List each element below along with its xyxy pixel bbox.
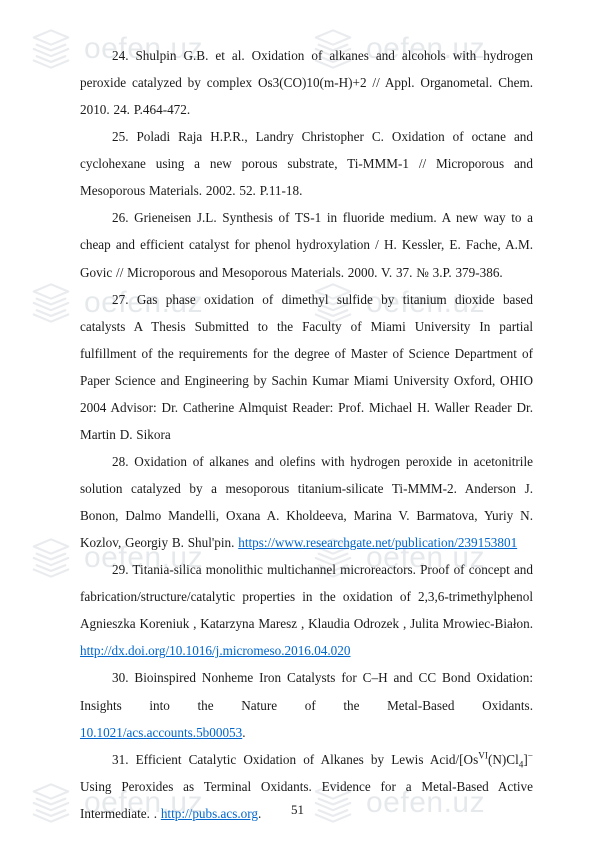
- ref-29-link[interactable]: http://dx.doi.org/10.1016/j.micromeso.20…: [80, 643, 350, 658]
- ref-31: 31. Efficient Catalytic Oxidation of Alk…: [80, 746, 533, 827]
- ref-30-link[interactable]: 10.1021/acs.accounts.5b00053: [80, 725, 242, 740]
- ref-30: 30. Bioinspired Nonheme Iron Catalysts f…: [80, 664, 533, 745]
- ref-29-text: 29. Titania-silica monolithic multichann…: [80, 562, 533, 631]
- ref-28: 28. Oxidation of alkanes and olefins wit…: [80, 448, 533, 556]
- ref-30-text: 30. Bioinspired Nonheme Iron Catalysts f…: [80, 670, 533, 712]
- page-content: 24. Shulpin G.B. et al. Oxidation of alk…: [0, 0, 595, 857]
- ref-25: 25. Poladi Raja H.P.R., Landry Christoph…: [80, 123, 533, 204]
- ref-31-post: .: [258, 806, 261, 821]
- ref-27: 27. Gas phase oxidation of dimethyl sulf…: [80, 286, 533, 448]
- ref-31-link[interactable]: http://pubs.acs.org: [161, 806, 258, 821]
- ref-26: 26. Grieneisen J.L. Synthesis of TS-1 in…: [80, 204, 533, 285]
- ref-31-text: 31. Efficient Catalytic Oxidation of Alk…: [80, 752, 533, 821]
- ref-29: 29. Titania-silica monolithic multichann…: [80, 556, 533, 664]
- ref-28-link[interactable]: https://www.researchgate.net/publication…: [238, 535, 517, 550]
- ref-24: 24. Shulpin G.B. et al. Oxidation of alk…: [80, 42, 533, 123]
- ref-30-post: .: [242, 725, 245, 740]
